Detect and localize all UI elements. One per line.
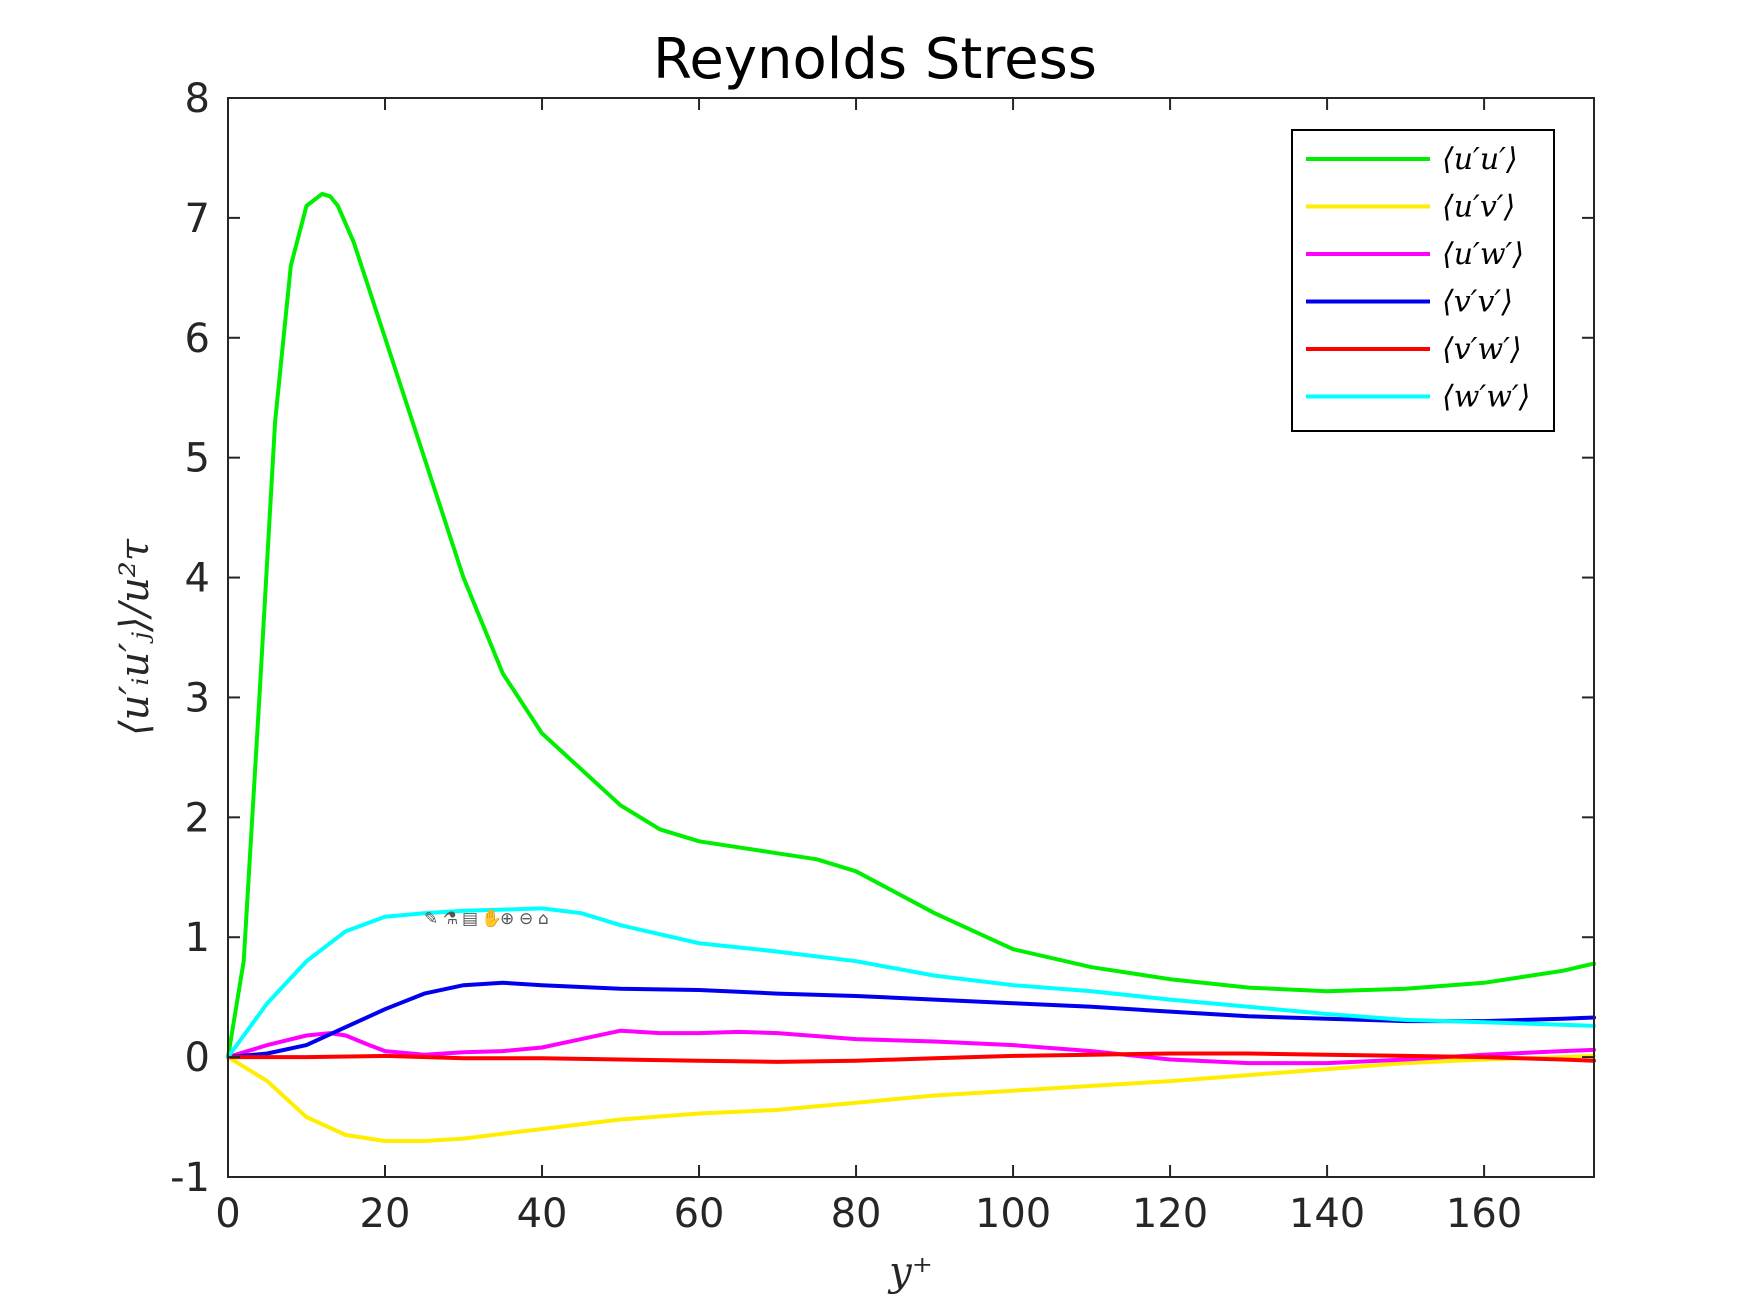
series-line-4 bbox=[226, 1051, 1596, 1064]
x-tick-label-4: 80 bbox=[831, 1191, 882, 1237]
datatip2-icon[interactable]: ▤ bbox=[462, 909, 478, 929]
legend-label-4: ⟨v′w′⟩ bbox=[1442, 332, 1522, 367]
series-line-0 bbox=[226, 191, 1596, 1060]
series-line-3 bbox=[226, 980, 1596, 1060]
series-line-5 bbox=[226, 906, 1596, 1060]
legend-label-2: ⟨u′w′⟩ bbox=[1442, 237, 1524, 272]
axes-toolbar[interactable]: ✎ ⚗ ▤ ✋⊕ ⊖ ⌂ bbox=[424, 908, 549, 929]
y-tick-label-7: 6 bbox=[185, 316, 210, 362]
x-tick-label-5: 100 bbox=[975, 1191, 1051, 1237]
legend-box bbox=[1291, 129, 1555, 432]
x-tick-label-3: 60 bbox=[674, 1191, 725, 1237]
y-tick-label-8: 7 bbox=[185, 196, 210, 242]
legend-label-0: ⟨u′u′⟩ bbox=[1442, 142, 1518, 177]
zoom-in-icon[interactable]: ⊕ bbox=[500, 909, 514, 929]
brush-icon[interactable]: ✎ bbox=[424, 909, 438, 929]
axes-box bbox=[227, 97, 1595, 1178]
y-tick-label-0: -1 bbox=[170, 1155, 210, 1201]
series-layer bbox=[226, 191, 1596, 1143]
y-tick-label-4: 3 bbox=[185, 675, 210, 721]
y-tick-label-1: 0 bbox=[185, 1035, 210, 1081]
x-tick-label-1: 20 bbox=[360, 1191, 411, 1237]
x-tick-label-8: 160 bbox=[1446, 1191, 1522, 1237]
series-line-1 bbox=[226, 1053, 1596, 1143]
y-tick-label-6: 5 bbox=[185, 436, 210, 482]
x-tick-label-0: 0 bbox=[215, 1191, 240, 1237]
y-tick-label-9: 8 bbox=[185, 76, 210, 122]
pan-icon[interactable]: ✋ bbox=[481, 908, 502, 929]
legend: ⟨u′u′⟩ ⟨u′v′⟩ ⟨u′w′⟩ ⟨v′v′⟩ ⟨v′w′⟩ ⟨w′w′⟩ bbox=[1291, 129, 1555, 432]
x-tick-label-7: 140 bbox=[1289, 1191, 1365, 1237]
y-tick-label-2: 1 bbox=[185, 915, 210, 961]
home-icon[interactable]: ⌂ bbox=[538, 909, 549, 929]
legend-label-5: ⟨w′w′⟩ bbox=[1442, 380, 1530, 415]
series-line-2 bbox=[226, 1028, 1596, 1066]
x-axis-label: y⁺ bbox=[887, 1249, 933, 1295]
datatip-icon[interactable]: ⚗ bbox=[443, 909, 458, 929]
chart-title: Reynolds Stress bbox=[653, 27, 1097, 92]
y-tick-label-3: 2 bbox=[185, 795, 210, 841]
legend-label-3: ⟨v′v′⟩ bbox=[1442, 285, 1513, 320]
x-tick-label-6: 120 bbox=[1132, 1191, 1208, 1237]
x-tick-label-2: 40 bbox=[517, 1191, 568, 1237]
legend-label-1: ⟨u′v′⟩ bbox=[1442, 190, 1515, 225]
y-axis-label: ⟨u′ᵢu′ⱼ⟩/u²τ bbox=[112, 538, 158, 736]
y-tick-label-5: 4 bbox=[185, 556, 210, 602]
zoom-out-icon[interactable]: ⊖ bbox=[519, 909, 533, 929]
